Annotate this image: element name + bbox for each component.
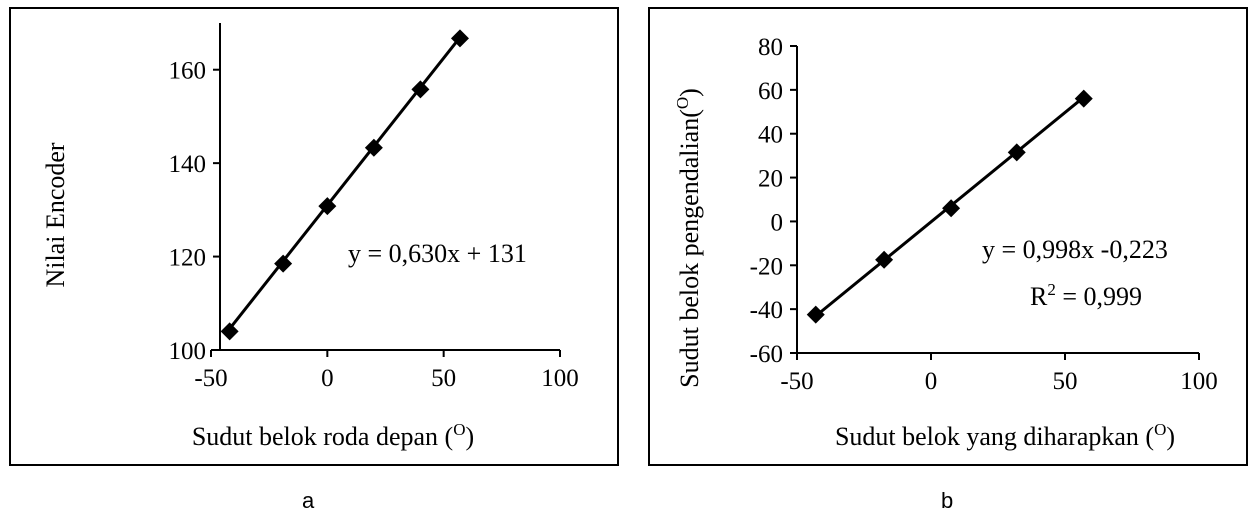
x-axis-label: Sudut belok yang diharapkan (O) — [835, 420, 1175, 451]
y-tick-label: 120 — [169, 245, 207, 272]
chart-a: -50 0 50 100 100 120 140 160 Sudut belok roda de… — [41, 23, 579, 451]
chart-b: -50 0 50 100 -60 -40 -20 0 20 40 60 80 Sudut belok y… — [673, 34, 1218, 451]
data-point — [220, 322, 239, 341]
chart-panel-a — [9, 7, 619, 466]
data-point — [364, 138, 383, 157]
x-tick-label: 50 — [1053, 368, 1078, 395]
y-tick-label: 160 — [169, 58, 207, 85]
trendline — [228, 36, 462, 330]
r-squared-label: R2 = 0,999 — [1030, 280, 1142, 311]
x-tick-label: -50 — [780, 368, 813, 395]
y-tick-label: -20 — [750, 253, 783, 280]
data-point — [1007, 143, 1026, 162]
trendline-equation: y = 0,630x + 131 — [348, 239, 527, 268]
y-tick-label: 140 — [169, 151, 207, 178]
caption-b: b — [941, 488, 954, 513]
y-tick-label: 20 — [758, 166, 783, 193]
chart-panel-b — [648, 7, 1248, 466]
data-point — [875, 250, 894, 269]
x-tick-label: 100 — [541, 365, 579, 392]
y-tick-label: 0 — [771, 209, 784, 236]
data-point — [450, 29, 469, 48]
y-tick-label: 80 — [758, 34, 783, 61]
caption-a: a — [302, 488, 315, 513]
data-point — [942, 199, 961, 218]
y-tick-label: -60 — [750, 341, 783, 368]
x-tick-label: 0 — [321, 365, 334, 392]
x-tick-label: 50 — [431, 365, 456, 392]
x-tick-label: 100 — [1180, 368, 1218, 395]
y-axis-label: Nilai Encoder — [41, 142, 70, 287]
y-axis-label: Sudut belok pengendalian(O) — [673, 88, 704, 388]
data-point — [318, 197, 337, 216]
y-tick-label: 100 — [169, 338, 207, 365]
data-point — [411, 80, 430, 99]
data-point — [806, 305, 825, 324]
data-point — [1074, 89, 1093, 108]
data-point — [274, 254, 293, 273]
x-axis-label: Sudut belok roda depan (O) — [192, 420, 474, 451]
y-tick-label: -40 — [750, 297, 783, 324]
y-tick-label: 40 — [758, 122, 783, 149]
x-tick-label: -50 — [194, 365, 227, 392]
y-tick-label: 60 — [758, 78, 783, 105]
x-tick-label: 0 — [925, 368, 938, 395]
trendline-equation: y = 0,998x -0,223 — [982, 235, 1168, 264]
